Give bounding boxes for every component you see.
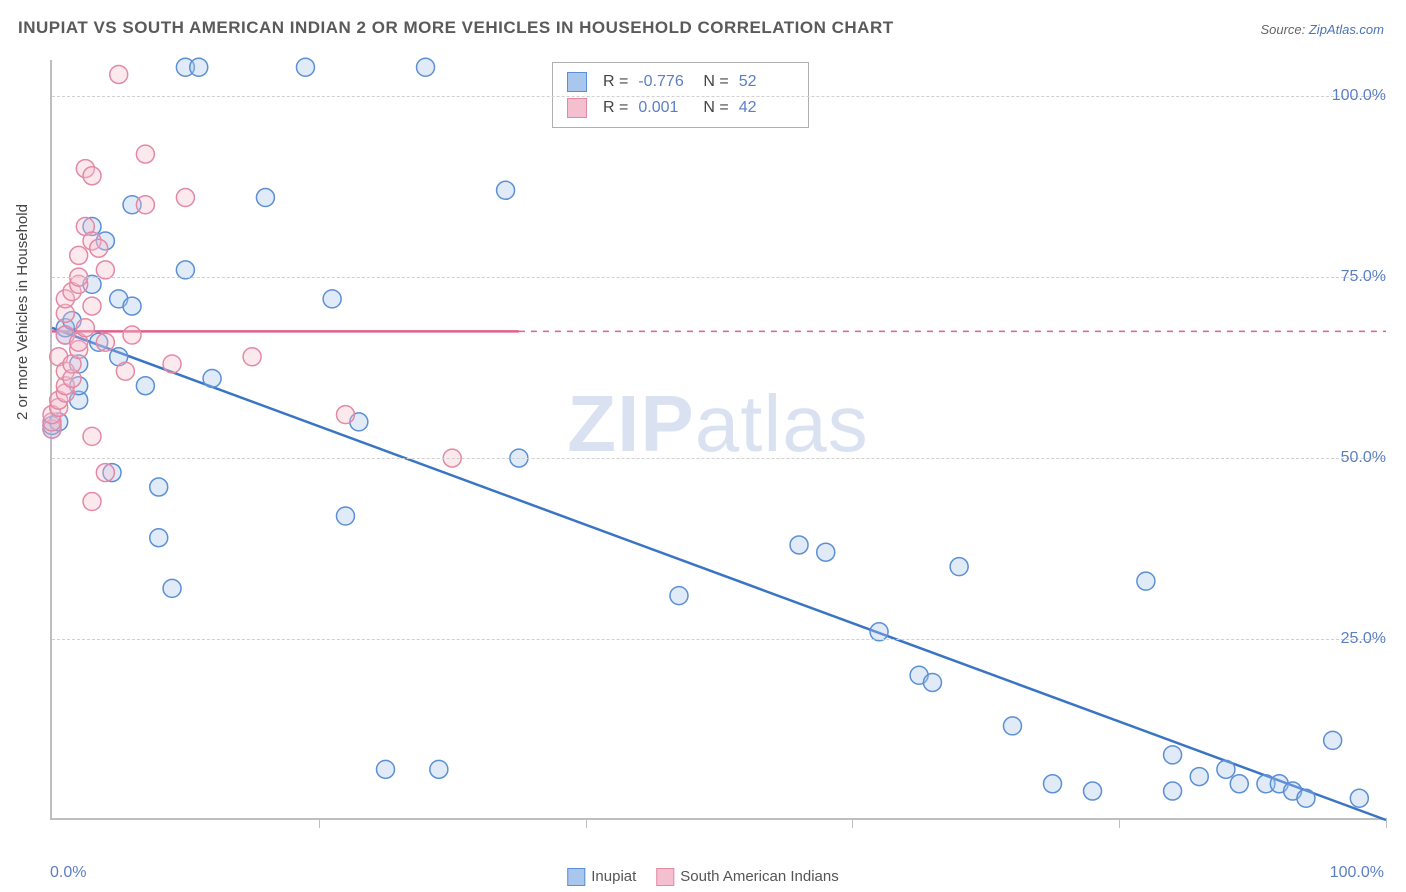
data-point (1230, 775, 1248, 793)
x-tick (1386, 818, 1387, 828)
data-point (377, 760, 395, 778)
legend-label: Inupiat (591, 868, 636, 885)
data-point (1137, 572, 1155, 590)
data-point (176, 189, 194, 207)
data-point (323, 290, 341, 308)
data-point (76, 319, 94, 337)
y-tick-label: 75.0% (1341, 268, 1386, 286)
data-point (817, 543, 835, 561)
y-tick-label: 25.0% (1341, 630, 1386, 648)
legend-swatch (567, 868, 585, 886)
correlation-stats-box: R = -0.776 N = 52 R = 0.001 N = 42 (552, 62, 809, 128)
r-label: R = (603, 99, 628, 117)
source-link[interactable]: ZipAtlas.com (1309, 22, 1384, 37)
chart-title: INUPIAT VS SOUTH AMERICAN INDIAN 2 OR MO… (18, 18, 894, 38)
data-point (430, 760, 448, 778)
n-label: N = (703, 99, 728, 117)
data-point (670, 587, 688, 605)
data-point (1164, 746, 1182, 764)
n-label: N = (703, 73, 728, 91)
data-point (163, 355, 181, 373)
gridline (52, 96, 1384, 97)
gridline (52, 277, 1384, 278)
y-tick-label: 100.0% (1332, 87, 1386, 105)
legend-item: South American Indians (656, 868, 838, 886)
x-tick (1119, 818, 1120, 828)
x-tick (319, 818, 320, 828)
data-point (923, 673, 941, 691)
legend-item: Inupiat (567, 868, 636, 886)
series-swatch (567, 72, 587, 92)
data-point (1297, 789, 1315, 807)
source-prefix: Source: (1260, 22, 1308, 37)
plot-svg (52, 60, 1386, 820)
data-point (296, 58, 314, 76)
data-point (150, 529, 168, 547)
gridline (52, 639, 1384, 640)
data-point (136, 196, 154, 214)
series-swatch (567, 98, 587, 118)
r-value: 0.001 (638, 99, 693, 117)
n-value: 42 (739, 99, 794, 117)
trend-line (52, 328, 1386, 820)
data-point (1324, 731, 1342, 749)
data-point (163, 579, 181, 597)
data-point (1084, 782, 1102, 800)
data-point (83, 493, 101, 511)
data-point (203, 369, 221, 387)
data-point (336, 406, 354, 424)
data-point (123, 297, 141, 315)
data-point (336, 507, 354, 525)
data-point (1044, 775, 1062, 793)
y-axis-label: 2 or more Vehicles in Household (14, 204, 31, 420)
x-tick (852, 818, 853, 828)
data-point (136, 145, 154, 163)
legend-swatch (656, 868, 674, 886)
data-point (83, 297, 101, 315)
stats-row: R = -0.776 N = 52 (567, 69, 794, 95)
source-attribution: Source: ZipAtlas.com (1260, 22, 1384, 37)
data-point (123, 326, 141, 344)
scatter-plot: ZIPatlas R =-0.776N =52R =0.001N =42 (50, 60, 1384, 820)
data-point (96, 333, 114, 351)
data-point (256, 189, 274, 207)
r-value: -0.776 (638, 73, 693, 91)
data-point (1217, 760, 1235, 778)
data-point (136, 377, 154, 395)
data-point (110, 65, 128, 83)
data-point (497, 181, 515, 199)
x-axis-min-label: 0.0% (50, 864, 86, 882)
stats-row: R = 0.001 N = 42 (567, 95, 794, 121)
data-point (83, 167, 101, 185)
r-label: R = (603, 73, 628, 91)
data-point (70, 246, 88, 264)
data-point (190, 58, 208, 76)
data-point (116, 362, 134, 380)
x-tick (586, 818, 587, 828)
data-point (90, 239, 108, 257)
data-point (96, 464, 114, 482)
data-point (1350, 789, 1368, 807)
data-point (150, 478, 168, 496)
x-axis-max-label: 100.0% (1330, 864, 1384, 882)
data-point (1190, 768, 1208, 786)
data-point (790, 536, 808, 554)
gridline (52, 458, 1384, 459)
data-point (1003, 717, 1021, 735)
data-point (83, 427, 101, 445)
n-value: 52 (739, 73, 794, 91)
data-point (417, 58, 435, 76)
legend: Inupiat South American Indians (567, 868, 838, 886)
legend-label: South American Indians (680, 868, 838, 885)
y-tick-label: 50.0% (1341, 449, 1386, 467)
data-point (243, 348, 261, 366)
data-point (1164, 782, 1182, 800)
data-point (950, 558, 968, 576)
